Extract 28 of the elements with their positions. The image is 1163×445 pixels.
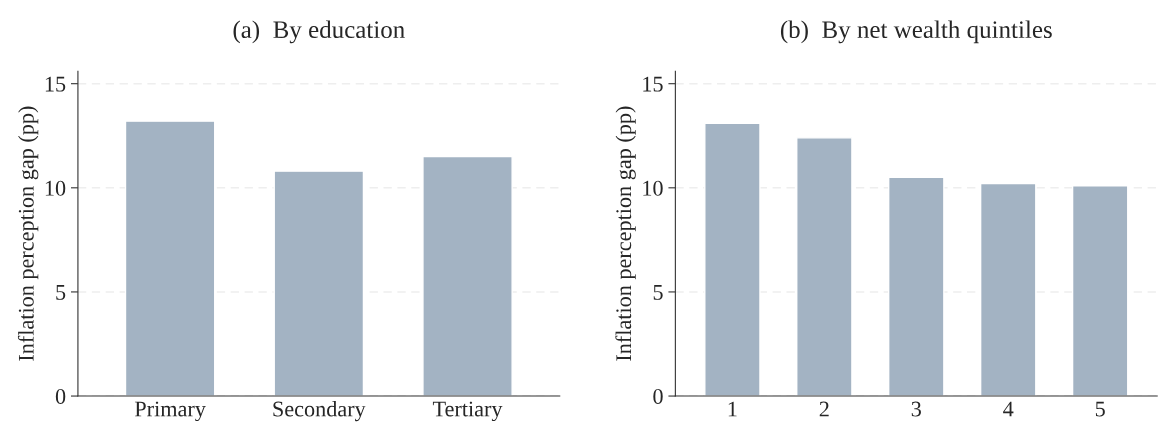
bar [796,137,853,397]
y-tick-label: 10 [643,180,663,196]
bar [124,120,216,397]
bar [887,176,945,397]
x-tick-label: Secondary [273,400,366,422]
chart-title: (b) By net wealth quintiles [780,20,1052,44]
y-tick-label: 10 [45,180,66,196]
y-axis-title: Inflation perception gap (pp) [17,106,39,361]
x-tick-label: 2 [819,401,829,417]
y-tick-label: 5 [56,285,66,300]
y-axis-title: Inflation perception gap (pp) [615,106,636,361]
chart-title: (a) By education [233,20,405,44]
y-tick-label: 15 [45,76,66,92]
bar [1071,185,1129,397]
bar [273,170,365,397]
x-tick-label: 1 [728,401,737,417]
y-tick-label: 5 [653,285,663,300]
x-tick-label: Tertiary [432,401,503,422]
y-tick-label: 0 [55,388,66,404]
x-tick-label: 4 [1003,401,1014,417]
bar [979,182,1037,397]
x-tick-label: Primary [134,401,206,422]
x-tick-label: 5 [1095,401,1105,417]
y-tick-label: 15 [643,76,663,92]
y-tick-label: 0 [653,388,663,404]
bar [704,122,761,397]
x-tick-label: 3 [911,401,921,417]
bar [422,155,513,397]
